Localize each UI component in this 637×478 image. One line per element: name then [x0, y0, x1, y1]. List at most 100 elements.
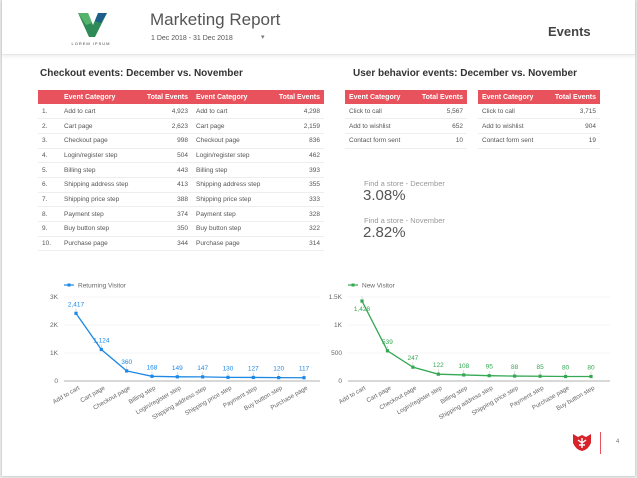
table-row: 8. Payment step 374 Payment step 328: [38, 206, 324, 222]
data-label: 247: [407, 355, 418, 362]
col-total[interactable]: Total Events: [544, 90, 600, 104]
legend-label[interactable]: Returning Visitor: [78, 283, 127, 290]
data-label: 360: [121, 359, 132, 366]
y-tick-label: 1K: [334, 322, 343, 329]
table-row: 10. Purchase page 344 Purchase page 314: [38, 236, 324, 252]
section-title: Events: [548, 24, 591, 39]
y-tick-label: 0: [338, 378, 342, 385]
table-row: Contact form sent 19: [478, 133, 600, 149]
data-point[interactable]: [513, 374, 517, 378]
data-point[interactable]: [175, 375, 179, 379]
data-label: 2,417: [68, 301, 85, 308]
data-label: 1,124: [93, 338, 110, 345]
col-index: [38, 90, 60, 104]
col-category[interactable]: Event Category: [345, 90, 412, 104]
col-category[interactable]: Event Category: [478, 90, 545, 104]
date-range-picker[interactable]: 1 Dec 2018 - 31 Dec 2018: [151, 35, 233, 42]
december-category: Login/register step: [60, 148, 139, 164]
page-title: Marketing Report: [150, 10, 281, 29]
december-category: Add to cart: [60, 104, 139, 120]
data-point[interactable]: [99, 347, 103, 352]
data-label: 127: [248, 365, 259, 372]
kpi-label: Find a store - December: [364, 179, 445, 188]
event-total: 10: [411, 133, 467, 149]
data-point[interactable]: [277, 376, 281, 380]
november-category: Cart page: [191, 118, 271, 134]
behavior-november-table: Event Category Total Events Click to call…: [478, 90, 600, 149]
december-total: 2,623: [138, 118, 192, 134]
brand-emblem-icon: [573, 434, 591, 451]
legend-marker: [351, 283, 355, 287]
row-index: 7.: [38, 192, 60, 208]
data-point[interactable]: [462, 373, 466, 377]
event-category: Click to call: [478, 104, 545, 120]
data-label: 117: [299, 366, 310, 373]
dropdown-caret-icon[interactable]: ▾: [261, 34, 265, 41]
data-point[interactable]: [563, 374, 568, 379]
col-category[interactable]: Event Category: [191, 90, 271, 104]
data-point[interactable]: [226, 375, 230, 379]
december-category: Shipping price step: [60, 192, 139, 208]
table-row: 5. Billing step 443 Billing step 393: [38, 162, 324, 178]
december-total: 443: [138, 162, 192, 178]
table-row: Add to wishlist 904: [478, 118, 600, 134]
col-total[interactable]: Total Events: [411, 90, 467, 104]
page-number: 4: [616, 439, 620, 445]
december-category: Cart page: [60, 118, 139, 134]
november-total: 322: [270, 221, 324, 237]
data-point[interactable]: [201, 375, 205, 379]
december-total: 504: [138, 148, 192, 164]
data-point[interactable]: [436, 372, 440, 376]
data-point[interactable]: [302, 376, 306, 380]
november-category: Shipping address step: [191, 177, 271, 193]
november-total: 314: [270, 236, 324, 252]
november-category: Add to cart: [191, 104, 271, 120]
data-point[interactable]: [487, 374, 491, 378]
returning-visitor-chart: 0 1K 2K 3K Returning Visitor 2,417 Add to cart…: [50, 283, 320, 421]
kpi-value: 3.08%: [363, 187, 406, 204]
legend-label[interactable]: New Visitor: [362, 283, 396, 290]
table-row: 2. Cart page 2,623 Cart page 2,159: [38, 118, 324, 134]
behavior-december-table: Event Category Total Events Click to call…: [345, 90, 467, 149]
november-total: 4,298: [270, 104, 324, 120]
data-label: 130: [223, 365, 234, 372]
data-point[interactable]: [411, 365, 415, 369]
data-point[interactable]: [360, 299, 364, 303]
col-category[interactable]: Event Category: [60, 90, 139, 104]
december-category: Shipping address step: [60, 177, 139, 193]
data-point[interactable]: [74, 311, 78, 315]
table-row: 1. Add to cart 4,923 Add to cart 4,298: [38, 104, 324, 120]
data-label: 85: [536, 364, 544, 371]
november-category: Checkout page: [191, 133, 271, 149]
table-row: 3. Checkout page 998 Checkout page 836: [38, 133, 324, 149]
event-category: Add to wishlist: [345, 118, 412, 134]
november-category: Purchase page: [191, 236, 271, 252]
x-tick-label: Add to cart: [338, 385, 368, 406]
x-tick-label: Login/register step: [396, 384, 444, 416]
december-total: 344: [138, 236, 192, 252]
november-category: Buy button step: [191, 221, 271, 237]
data-label: 149: [172, 365, 183, 372]
col-total[interactable]: Total Events: [138, 90, 192, 104]
data-point[interactable]: [385, 349, 390, 353]
series-line: [361, 300, 591, 378]
company-logo: LOREM IPSUM: [66, 9, 116, 47]
y-tick-label: 2K: [50, 322, 59, 329]
data-point[interactable]: [125, 369, 129, 373]
december-total: 374: [138, 206, 192, 222]
series-line: [75, 312, 305, 379]
event-total: 19: [544, 133, 600, 149]
data-point[interactable]: [251, 375, 255, 380]
data-point[interactable]: [150, 374, 154, 378]
data-point[interactable]: [589, 374, 593, 379]
november-total: 462: [270, 148, 324, 164]
data-label: 539: [382, 339, 393, 346]
data-point[interactable]: [538, 374, 542, 378]
col-total[interactable]: Total Events: [270, 90, 324, 104]
november-total: 333: [270, 192, 324, 208]
november-total: 836: [270, 133, 324, 149]
december-category: Checkout page: [60, 133, 139, 149]
header: LOREM IPSUM Marketing Report 1 Dec 2018 …: [2, 0, 635, 55]
event-category: Contact form sent: [478, 133, 545, 149]
